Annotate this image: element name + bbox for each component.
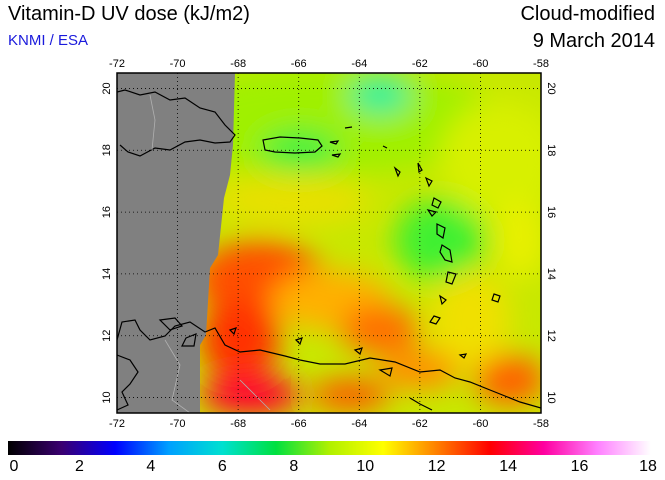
- lon-tick-label-top: -64: [351, 58, 367, 70]
- lon-tick-label-bottom: -64: [351, 418, 367, 430]
- lat-tick-label-right: 10: [545, 391, 557, 403]
- no-data-area: [117, 73, 235, 413]
- lon-tick-label-bottom: -68: [230, 418, 246, 430]
- colorbar-tick-label: 18: [639, 458, 657, 475]
- lat-tick-label-right: 12: [545, 330, 557, 342]
- colorbar-tick-label: 2: [74, 458, 84, 475]
- map-frame: [116, 72, 542, 414]
- lon-tick-label-top: -68: [230, 58, 246, 70]
- lon-tick-label-top: -60: [472, 58, 488, 70]
- axis-ticks: -72 -72 -70 -70 -68 -68 -66 -66 -64 -64 -62 -62 -60 -…: [101, 58, 557, 430]
- colorbar-tick-label: 0: [9, 458, 19, 475]
- data-source-label: KNMI / ESA: [8, 32, 89, 49]
- lat-tick-label-left: 18: [101, 144, 113, 156]
- lon-tick-label-bottom: -60: [472, 418, 488, 430]
- lat-tick-label-left: 14: [101, 268, 113, 280]
- lon-tick-label-top: -58: [533, 58, 549, 70]
- colorbar-tick-label: 8: [289, 458, 299, 475]
- uv-dose-field: [117, 73, 541, 413]
- lon-tick-label-bottom: -66: [291, 418, 307, 430]
- lat-tick-label-right: 16: [545, 206, 557, 218]
- lon-tick-label-top: -70: [170, 58, 186, 70]
- lon-tick-label-bottom: -70: [170, 418, 186, 430]
- lat-tick-label-left: 12: [101, 330, 113, 342]
- graticule: [117, 73, 541, 413]
- lon-tick-label-top: -72: [109, 58, 125, 70]
- lat-tick-label-right: 20: [545, 82, 557, 94]
- lon-tick-label-top: -66: [291, 58, 307, 70]
- colorbar-tick-label: 14: [499, 458, 518, 475]
- colorbar: [8, 441, 651, 455]
- lon-tick-label-bottom: -58: [533, 418, 549, 430]
- lat-tick-label-left: 16: [101, 206, 113, 218]
- coastlines: [117, 89, 541, 411]
- lat-tick-label-right: 14: [545, 268, 557, 280]
- borders: [149, 94, 271, 413]
- colorbar-tick-label: 12: [427, 458, 446, 475]
- lat-tick-label-left: 20: [101, 82, 113, 94]
- map-title: Vitamin-D UV dose (kJ/m2): [8, 3, 250, 25]
- lon-tick-label-bottom: -72: [109, 418, 125, 430]
- date-label: 9 March 2014: [532, 30, 655, 52]
- colorbar-tick-label: 10: [356, 458, 375, 475]
- product-label: Cloud-modified: [520, 3, 655, 25]
- colorbar-tick-label: 4: [146, 458, 156, 475]
- lon-tick-label-top: -62: [412, 58, 428, 70]
- lon-tick-label-bottom: -62: [412, 418, 428, 430]
- lat-tick-label-left: 10: [101, 391, 113, 403]
- colorbar-tick-label: 6: [217, 458, 227, 475]
- colorbar-tick-label: 16: [570, 458, 589, 475]
- lat-tick-label-right: 18: [545, 144, 557, 156]
